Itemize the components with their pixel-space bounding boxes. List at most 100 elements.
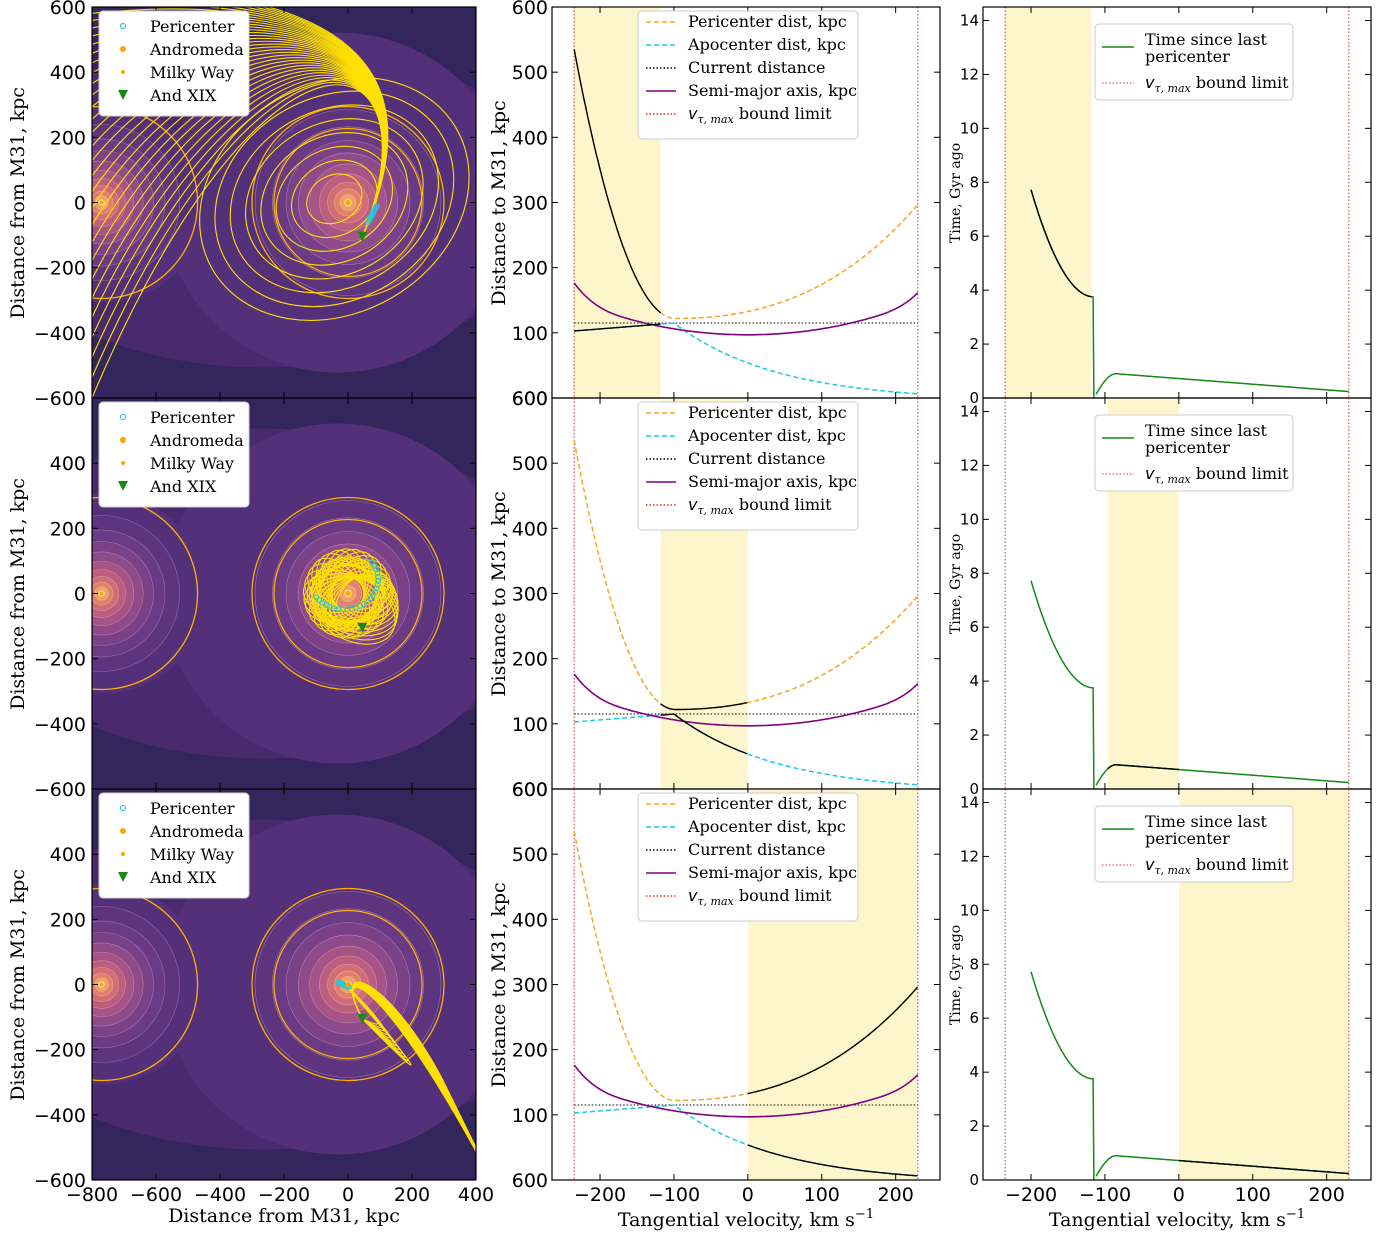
left-y-tick-label: −200 xyxy=(34,649,86,671)
selected-time xyxy=(1107,763,1179,771)
left-x-tick-label: −400 xyxy=(194,1184,246,1206)
mid-y-tick-label: 100 xyxy=(512,323,548,345)
mid-x-tick-label: −200 xyxy=(574,1184,626,1206)
right-y-tick-label: 12 xyxy=(960,65,979,83)
right-x-tick-label: 100 xyxy=(1235,1184,1271,1206)
legend-andromeda-marker xyxy=(120,828,126,834)
orbit-path xyxy=(342,982,412,1066)
pericenter-curve xyxy=(573,440,919,711)
and-xix-marker xyxy=(357,231,368,242)
legend-box xyxy=(637,792,859,922)
legend-label: Semi-major axis, kpc xyxy=(688,472,857,491)
mid-x-tick-label: 100 xyxy=(804,1184,840,1206)
left-y-tick-label: −600 xyxy=(34,779,86,801)
legend-label: vτ, max bound limit xyxy=(688,104,832,126)
semi-major-curve xyxy=(573,673,919,727)
legend-label: Pericenter xyxy=(150,17,235,36)
orbit-path xyxy=(306,173,363,225)
mid-x-label: Tangential velocity, km s−1 xyxy=(618,1207,874,1231)
selected-apocenter xyxy=(660,713,748,755)
orbit-path xyxy=(290,159,378,239)
mid-y-label-3: Distance to M31, kpc xyxy=(488,882,510,1087)
legend-and-xix-marker xyxy=(118,872,128,882)
pericenter-marker xyxy=(375,577,382,584)
left-x-tick-label: 0 xyxy=(342,1184,354,1206)
right-y-tick-label: 12 xyxy=(960,847,979,865)
right-x-label: Tangential velocity, km s−1 xyxy=(1049,1207,1305,1231)
left-panel-3 xyxy=(92,789,476,1180)
pericenter-curve xyxy=(573,831,919,1102)
right-y-tick-label: 14 xyxy=(960,402,979,420)
left-y-tick-label: 200 xyxy=(50,909,86,931)
mid-x-tick-label: −100 xyxy=(648,1184,700,1206)
right-y-tick-label: 14 xyxy=(960,11,979,29)
left-x-label: Distance from M31, kpc xyxy=(168,1205,400,1227)
orbit-path xyxy=(214,90,455,308)
left-y-tick-label: −200 xyxy=(34,258,86,280)
legend-label: Apocenter dist, kpc xyxy=(687,426,846,445)
left-y-tick-label: 0 xyxy=(74,975,86,997)
legend-andromeda-marker xyxy=(120,437,126,443)
outer-radius-circle xyxy=(251,105,445,300)
right-x-tick-label: 0 xyxy=(1173,1184,1185,1206)
pericenter-marker xyxy=(373,203,380,209)
right-y-tick-label: 10 xyxy=(960,510,979,528)
orbit-path xyxy=(260,131,409,266)
left-y-tick-label: −600 xyxy=(34,1170,86,1192)
left-y-label-2: Distance from M31, kpc xyxy=(7,478,29,710)
legend-label: Current distance xyxy=(688,449,825,468)
left-y-tick-label: 200 xyxy=(50,518,86,540)
mid-y-tick-label: 600 xyxy=(512,0,548,19)
mid-y-tick-label: 500 xyxy=(512,844,548,866)
legend-label: Semi-major axis, kpc xyxy=(688,81,857,100)
right-x-tick-label: −100 xyxy=(1079,1184,1131,1206)
legend-label: vτ, max bound limit xyxy=(1145,464,1289,486)
legend-andromeda-marker xyxy=(120,46,126,52)
legend-label: Milky Way xyxy=(150,454,234,473)
left-y-tick-label: −400 xyxy=(34,714,86,736)
mid-legend: Pericenter dist, kpc Apocenter dist, kpc C… xyxy=(637,10,859,140)
mid-legend: Pericenter dist, kpc Apocenter dist, kpc C… xyxy=(637,401,859,531)
left-panel-2 xyxy=(92,398,476,789)
right-y-tick-label: 12 xyxy=(960,456,979,474)
legend-milky-way-marker xyxy=(121,70,125,74)
orbit-path xyxy=(275,145,394,252)
orbit-path xyxy=(229,104,439,294)
orbit-family xyxy=(92,7,470,398)
right-y-tick-label: 6 xyxy=(969,227,979,245)
legend-label: pericenter xyxy=(1145,829,1230,848)
left-y-tick-label: −200 xyxy=(34,1040,86,1062)
left-panel-1 xyxy=(92,7,476,398)
legend-box xyxy=(98,401,250,508)
left-y-tick-label: 400 xyxy=(50,844,86,866)
legend-label: Semi-major axis, kpc xyxy=(688,863,857,882)
mid-y-label-1: Distance to M31, kpc xyxy=(488,100,510,305)
mid-y-tick-label: 600 xyxy=(512,1170,548,1192)
left-x-tick-label: −600 xyxy=(130,1184,182,1206)
left-y-tick-label: −600 xyxy=(34,388,86,410)
left-y-label-3: Distance from M31, kpc xyxy=(7,869,29,1101)
orbit-path xyxy=(306,569,396,645)
mid-y-tick-label: 200 xyxy=(512,649,548,671)
mid-panel-1 xyxy=(573,7,919,398)
orbit-path xyxy=(266,7,389,237)
legend-box xyxy=(1094,805,1294,883)
legend-label: Pericenter dist, kpc xyxy=(688,794,847,813)
legend-label: pericenter xyxy=(1145,438,1230,457)
mid-y-tick-label: 600 xyxy=(512,388,548,410)
time-curve xyxy=(1030,580,1349,789)
pericenter-marker xyxy=(313,594,320,601)
mid-y-tick-label: 200 xyxy=(512,1040,548,1062)
pericenter-marker xyxy=(374,581,381,588)
orbit-path xyxy=(352,986,476,1153)
right-x-tick-label: 200 xyxy=(1309,1184,1345,1206)
legend-and-xix-marker xyxy=(118,90,128,100)
left-y-tick-label: 0 xyxy=(74,584,86,606)
legend-label: Pericenter dist, kpc xyxy=(688,12,847,31)
selected-pericenter xyxy=(660,702,748,711)
right-y-tick-label: 4 xyxy=(969,672,979,690)
legend-label: Pericenter xyxy=(150,799,235,818)
pericenter-marker xyxy=(375,574,381,580)
legend-label: vτ, max bound limit xyxy=(688,495,832,517)
